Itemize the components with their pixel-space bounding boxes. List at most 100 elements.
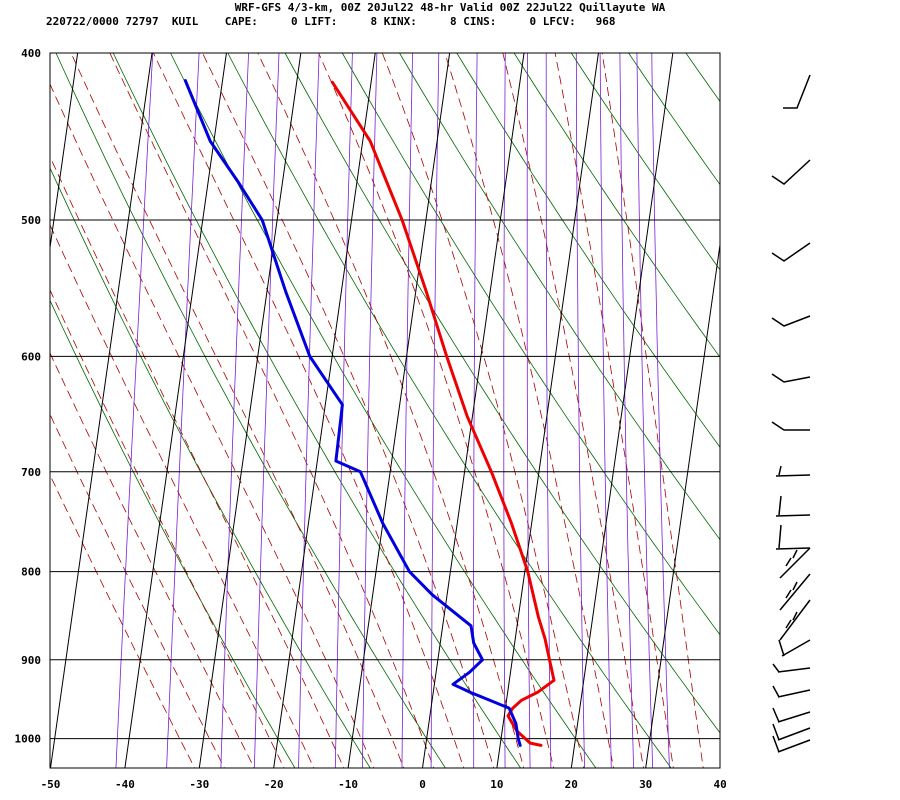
wind-barb	[779, 573, 811, 611]
y-tick-label: 600	[21, 350, 41, 363]
dry-adiabat	[227, 53, 672, 768]
x-tick-label: -10	[338, 778, 358, 791]
isotherm-line	[50, 53, 79, 252]
wind-barb	[779, 547, 811, 579]
mixing-ratio-line	[599, 53, 612, 768]
mixing-ratio-line	[401, 53, 413, 768]
chart-grid	[0, 52, 721, 769]
wind-barb	[779, 599, 811, 641]
dry-adiabat	[858, 53, 900, 775]
plot-frame	[49, 52, 721, 769]
wind-barb	[775, 524, 811, 550]
isotherm-line	[124, 53, 227, 768]
barb-stroke	[772, 685, 811, 698]
wind-barb	[772, 685, 811, 698]
mixing-ratio-line	[430, 53, 440, 768]
y-tick-label: 800	[21, 566, 41, 579]
moist-adiabat	[70, 53, 405, 768]
mixing-ratio-line	[253, 53, 280, 768]
moist-adiabat	[257, 53, 525, 768]
moist-adiabat	[202, 53, 495, 768]
mixing-ratio-line	[503, 53, 506, 768]
barb-stroke	[783, 74, 811, 109]
wind-barb	[771, 373, 811, 383]
moist-adiabat	[318, 53, 555, 768]
dewpoint-line	[183, 79, 522, 747]
x-tick-label: 20	[565, 778, 578, 791]
wind-barb	[771, 315, 811, 327]
x-tick-label: -20	[264, 778, 284, 791]
dry-adiabat	[456, 53, 720, 448]
y-tick-label: 400	[21, 47, 41, 60]
isotherm-line	[273, 53, 376, 768]
isotherm-line	[645, 241, 720, 768]
moist-adiabat	[50, 413, 225, 768]
barb-stroke	[772, 735, 811, 753]
mixing-ratio-line	[575, 53, 586, 768]
barb-stroke	[771, 421, 810, 431]
isotherm-line	[198, 53, 302, 768]
dry-adiabat	[50, 299, 296, 768]
dry-adiabat	[685, 53, 720, 103]
wind-barb	[771, 159, 811, 185]
barb-stroke	[778, 639, 811, 657]
dry-adiabat	[513, 53, 720, 358]
temperature-line	[330, 80, 556, 747]
sounding-profiles	[183, 79, 556, 747]
dry-adiabat	[50, 167, 371, 768]
mixing-ratio-line	[619, 53, 635, 768]
moist-adiabat	[381, 53, 585, 768]
background-lines	[50, 53, 900, 775]
moist-adiabat	[50, 83, 375, 768]
barb-stroke	[771, 373, 811, 383]
barb-stroke	[779, 547, 811, 579]
x-tick-label: -30	[189, 778, 209, 791]
barb-stroke	[779, 599, 811, 641]
mixing-ratio-line	[115, 53, 154, 768]
barb-stroke	[771, 159, 811, 185]
dry-adiabat	[284, 53, 720, 734]
wind-barb	[772, 723, 811, 741]
mixing-ratio-line	[298, 53, 320, 768]
dry-adiabat	[570, 53, 720, 271]
barb-stroke	[771, 242, 811, 262]
mixing-ratio-line	[220, 53, 249, 768]
y-tick-label: 1000	[15, 733, 42, 746]
dry-adiabat	[800, 53, 900, 775]
x-tick-label: -40	[115, 778, 135, 791]
x-tick-label: 10	[490, 778, 503, 791]
barb-stroke	[775, 465, 811, 477]
x-tick-label: -50	[41, 778, 61, 791]
barb-stroke	[772, 707, 811, 723]
isotherm-line	[0, 53, 3, 768]
isotherm-line	[496, 53, 599, 768]
wind-barb	[771, 421, 810, 431]
y-tick-label: 700	[21, 466, 41, 479]
mixing-ratio-line	[651, 53, 670, 768]
y-tick-label: 900	[21, 654, 41, 667]
moist-adiabat	[50, 351, 255, 768]
moist-adiabat	[50, 474, 196, 768]
moist-adiabat	[109, 53, 435, 768]
x-tick-label: 0	[419, 778, 426, 791]
sounding-indices: 220722/0000 72797 KUIL CAPE: 0 LIFT: 8 K…	[46, 15, 616, 28]
sounding-title: WRF-GFS 4/3-km, 00Z 20Jul22 48-hr Valid …	[234, 1, 666, 14]
wind-barbs	[771, 74, 811, 753]
dry-adiabat	[628, 53, 720, 186]
wind-barb	[775, 465, 811, 477]
moist-adiabat	[50, 289, 285, 768]
mixing-ratio-line	[166, 53, 200, 768]
dry-adiabat	[55, 53, 446, 768]
barb-stroke	[771, 315, 811, 327]
mixing-ratio-line	[334, 53, 353, 768]
mixing-ratio-line	[545, 53, 552, 768]
wind-barb	[772, 735, 811, 753]
isotherm-line	[50, 53, 153, 768]
mixing-ratio-line	[526, 53, 531, 768]
mixing-ratio-line	[636, 53, 654, 768]
barb-stroke	[775, 524, 811, 550]
wind-barb	[772, 707, 811, 723]
isotherm-line	[570, 53, 674, 768]
y-tick-label: 500	[21, 214, 41, 227]
